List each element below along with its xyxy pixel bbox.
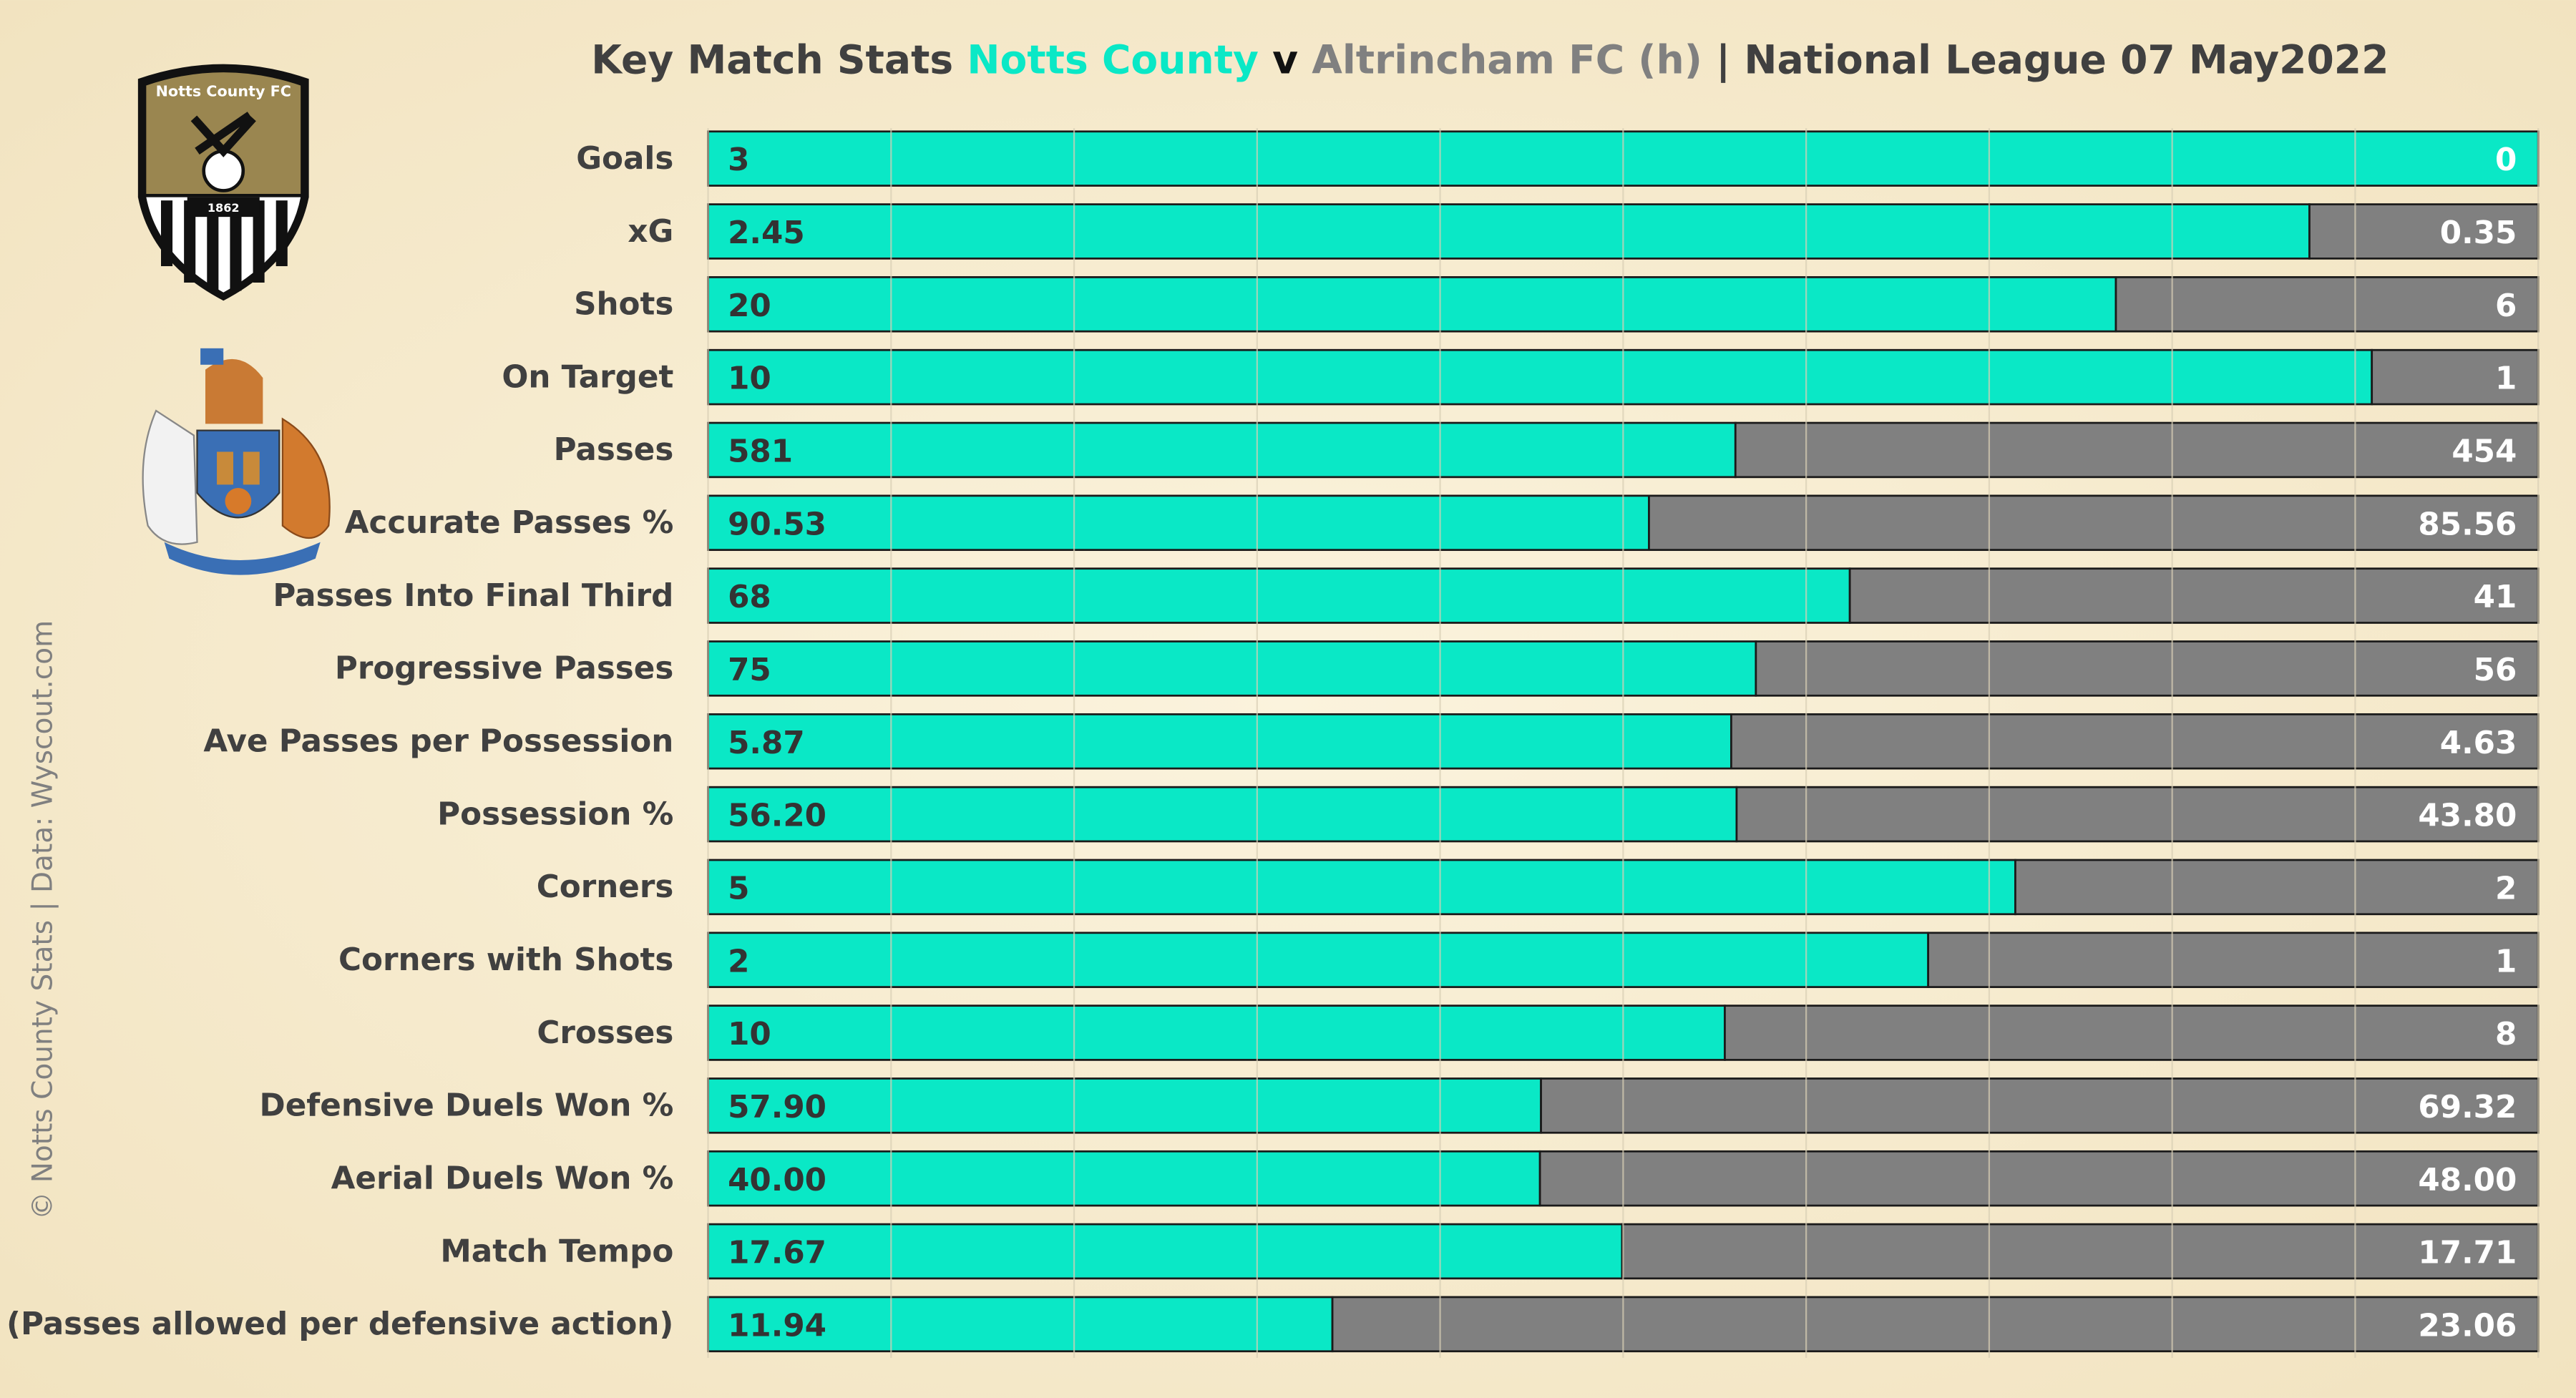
category-label: Defensive Duels Won %	[260, 1088, 674, 1124]
value-label-home: 11.94	[728, 1308, 826, 1344]
value-label-away: 85.56	[2418, 507, 2517, 542]
crest-year: 1862	[208, 201, 240, 215]
bar-home	[707, 640, 1757, 697]
bar-home	[707, 1150, 1541, 1207]
category-label: Ave Passes per Possession	[203, 724, 673, 760]
bar-away	[1927, 932, 2540, 988]
bar-home	[707, 713, 1732, 770]
bar-away	[1734, 421, 2540, 479]
value-label-away: 454	[2451, 434, 2517, 470]
category-label: Shots	[574, 287, 673, 323]
title-connector: v	[1272, 36, 1298, 82]
value-label-away: 6	[2495, 288, 2517, 324]
category-label: Possession %	[437, 796, 673, 832]
value-label-away: 1	[2495, 944, 2517, 979]
category-label: Match Tempo	[440, 1233, 673, 1269]
bar-away	[1331, 1296, 2540, 1353]
value-label-home: 40.00	[728, 1163, 826, 1198]
bar-home	[707, 859, 2016, 916]
value-label-home: 10	[728, 1017, 771, 1052]
value-label-away: 2	[2495, 871, 2517, 906]
category-label: PPDA (Passes allowed per defensive actio…	[0, 1306, 673, 1342]
bar-away	[1755, 640, 2540, 697]
title-home: Notts County	[967, 36, 1259, 82]
bar-home	[707, 494, 1650, 552]
category-label: Aerial Duels Won %	[331, 1160, 674, 1196]
bar-away	[1648, 494, 2540, 552]
value-label-home: 5.87	[728, 725, 805, 761]
bar-home	[707, 1077, 1542, 1134]
home-crest: 1862 Notts County FC	[137, 64, 309, 301]
bar-home	[707, 421, 1737, 479]
value-label-home: 10	[728, 361, 771, 397]
value-label-away: 8	[2495, 1017, 2517, 1052]
value-label-home: 2.45	[728, 215, 805, 251]
bar-home	[707, 276, 2117, 333]
value-label-away: 17.71	[2418, 1236, 2517, 1271]
bar-away	[2308, 203, 2540, 260]
crest-text: Notts County FC	[156, 83, 291, 100]
title-suffix: | National League 07 May2022	[1716, 36, 2389, 83]
bar-away	[2371, 348, 2540, 406]
credit: © Notts County Stats | Data: Wyscout.com	[26, 620, 59, 1220]
category-label: On Target	[502, 359, 673, 395]
value-label-away: 56	[2474, 652, 2517, 688]
value-label-away: 41	[2474, 580, 2517, 615]
value-label-away: 43.80	[2418, 798, 2517, 834]
value-label-away: 0.35	[2440, 215, 2517, 251]
away-crest	[142, 348, 331, 575]
category-label: Progressive Passes	[335, 651, 673, 687]
category-label: Accurate Passes %	[345, 505, 674, 541]
category-label: Corners	[537, 869, 674, 905]
value-label-away: 69.32	[2418, 1090, 2517, 1125]
category-label: Crosses	[537, 1015, 673, 1051]
value-label-home: 75	[728, 652, 771, 688]
value-label-away: 23.06	[2418, 1308, 2517, 1344]
bar-home	[707, 1004, 1726, 1061]
category-label: Passes Into Final Third	[273, 578, 673, 614]
value-label-home: 56.20	[728, 798, 826, 834]
bar-home	[707, 348, 2373, 406]
value-label-home: 57.90	[728, 1090, 826, 1125]
bar-away	[2014, 859, 2540, 916]
value-label-home: 17.67	[728, 1236, 826, 1271]
category-label: Passes	[554, 432, 674, 468]
category-label: xG	[628, 214, 673, 250]
value-label-home: 68	[728, 580, 771, 615]
category-label: Corners with Shots	[338, 942, 673, 978]
bar-away	[1730, 713, 2540, 770]
title-prefix: Key Match Stats	[591, 36, 953, 82]
bar-away	[1848, 567, 2540, 624]
bar-home	[707, 203, 2311, 260]
bar-home	[707, 932, 1930, 988]
value-label-home: 90.53	[728, 507, 826, 542]
value-label-away: 1	[2495, 361, 2517, 397]
value-label-away: 4.63	[2440, 725, 2517, 761]
value-label-away: 48.00	[2418, 1163, 2517, 1198]
bar-home	[707, 1223, 1624, 1280]
title-away: Altrincham FC (h)	[1312, 36, 1702, 82]
chart-title: Key Match Stats Notts County v Altrincha…	[591, 36, 2389, 83]
value-label-home: 20	[728, 288, 771, 324]
value-label-home: 3	[728, 142, 749, 178]
value-label-home: 581	[728, 434, 793, 470]
value-label-home: 2	[728, 944, 749, 979]
bar-away	[1735, 786, 2540, 843]
value-label-home: 5	[728, 871, 749, 906]
value-label-away: 0	[2495, 142, 2517, 178]
category-label: Goals	[576, 141, 673, 177]
bar-away	[1724, 1004, 2540, 1061]
bar-home	[707, 567, 1851, 624]
bar-away	[2114, 276, 2540, 333]
bar-away	[1538, 1150, 2540, 1207]
bar-away	[1540, 1077, 2540, 1134]
bar-away	[1621, 1223, 2540, 1280]
bar-home	[707, 786, 1738, 843]
